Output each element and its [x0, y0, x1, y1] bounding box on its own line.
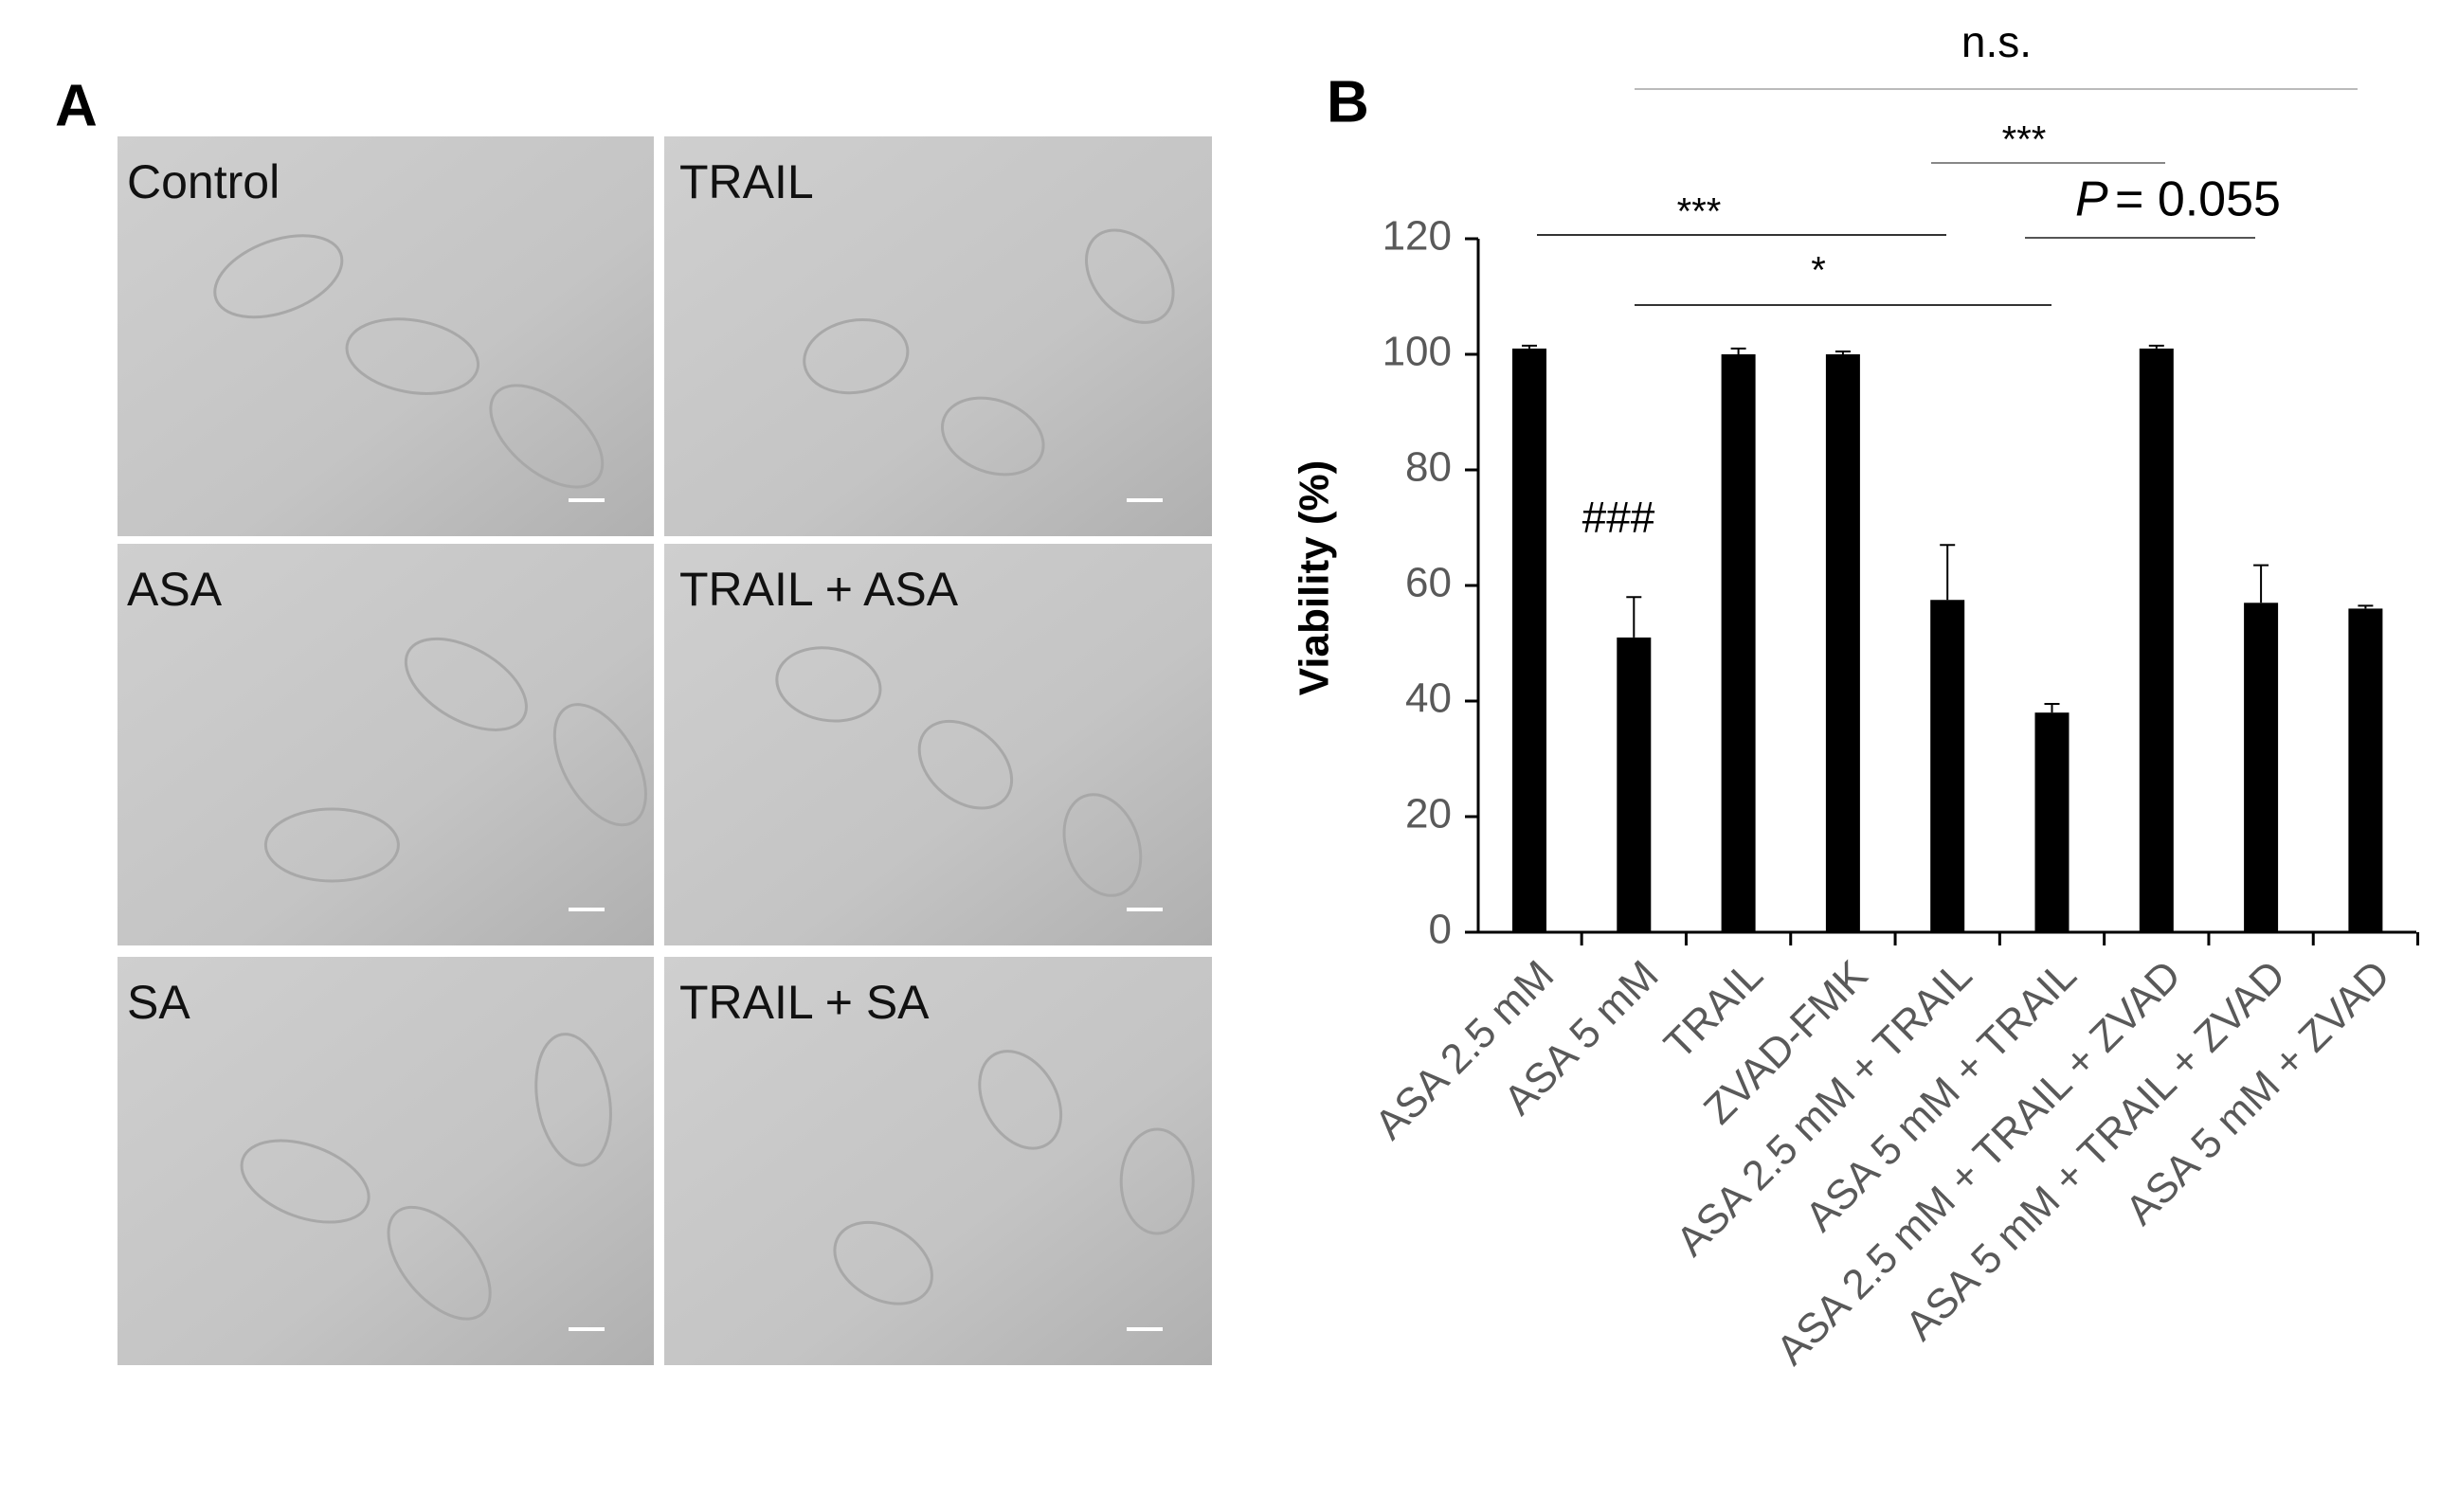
- cell: [833, 1220, 933, 1305]
- y-tick-label: 80: [1405, 444, 1452, 491]
- error-bar: [2358, 604, 2374, 609]
- cell: [489, 384, 605, 489]
- cell: [345, 317, 480, 395]
- x-tick-label: ASA 2.5 mM: [1366, 952, 1563, 1149]
- micrograph: [117, 544, 654, 945]
- y-tick-label: 100: [1383, 329, 1452, 375]
- y-tick-label: 20: [1405, 791, 1452, 837]
- error-bar: [2044, 703, 2060, 713]
- cell: [775, 646, 882, 723]
- cell: [534, 1033, 612, 1167]
- cell: [917, 719, 1014, 810]
- image-label: TRAIL: [679, 155, 814, 208]
- annotation: ***: [2002, 119, 2047, 161]
- cell: [803, 317, 910, 395]
- bar: [2348, 608, 2383, 932]
- annotation: ***: [1677, 191, 1722, 233]
- cell: [552, 703, 647, 827]
- micrograph: [664, 957, 1212, 1365]
- bar: [2034, 712, 2069, 932]
- x-tick-label: ASA 5 mM + TRAIL + ZVAD: [1897, 952, 2295, 1350]
- micrograph: [664, 544, 1212, 945]
- cell: [213, 234, 344, 319]
- image-label: Control: [127, 155, 280, 208]
- annotation: *: [1811, 250, 1826, 292]
- bar-chart: 0 20 40 60 80 100 120 Viability (%) ASA 2.5 mM AS…: [1292, 17, 2420, 1374]
- error-bar: [1835, 350, 1851, 354]
- cell: [1085, 228, 1175, 324]
- cell: [1119, 1127, 1195, 1235]
- bar: [1512, 348, 1546, 932]
- bar: [2244, 603, 2279, 932]
- image-label: SA: [127, 976, 190, 1029]
- cell: [941, 396, 1045, 477]
- cell: [978, 1050, 1063, 1150]
- annotation: n.s.: [1961, 17, 2032, 66]
- cell: [240, 1139, 371, 1224]
- error-bar: [1522, 344, 1537, 349]
- bar: [2139, 348, 2174, 932]
- y-tick-label: 40: [1405, 675, 1452, 722]
- bar: [1825, 354, 1860, 932]
- y-axis-label: Viability (%): [1292, 460, 1338, 696]
- annotation: P: [2075, 172, 2108, 227]
- image-grid: Control TRAIL ASA TRAIL + ASA SA TRAIL + SA: [117, 136, 1212, 1365]
- y-tick-label: 60: [1405, 560, 1452, 606]
- bar: [1721, 354, 1756, 932]
- annotation: ###: [1582, 493, 1655, 542]
- image-label: TRAIL + ASA: [679, 563, 959, 616]
- panel-label: B: [1327, 69, 1369, 135]
- cell: [1062, 793, 1143, 897]
- micrograph: [117, 957, 654, 1365]
- error-bar: [1940, 544, 1956, 601]
- micrograph: [117, 136, 654, 536]
- cell: [404, 637, 528, 731]
- micrograph: [664, 136, 1212, 536]
- error-bar: [1626, 596, 1642, 638]
- cell: [263, 807, 400, 883]
- error-bar: [1730, 347, 1746, 354]
- annotation: = 0.055: [2115, 172, 2281, 227]
- image-label: ASA: [127, 563, 223, 616]
- panel-label: A: [55, 73, 98, 138]
- y-tick-label: 120: [1383, 213, 1452, 260]
- error-bar: [2148, 344, 2164, 349]
- bar: [1930, 600, 1965, 932]
- cell: [387, 1205, 492, 1321]
- error-bar: [2253, 564, 2269, 603]
- y-tick-label: 0: [1429, 907, 1452, 953]
- bar: [1617, 637, 1652, 932]
- image-label: TRAIL + SA: [679, 976, 930, 1029]
